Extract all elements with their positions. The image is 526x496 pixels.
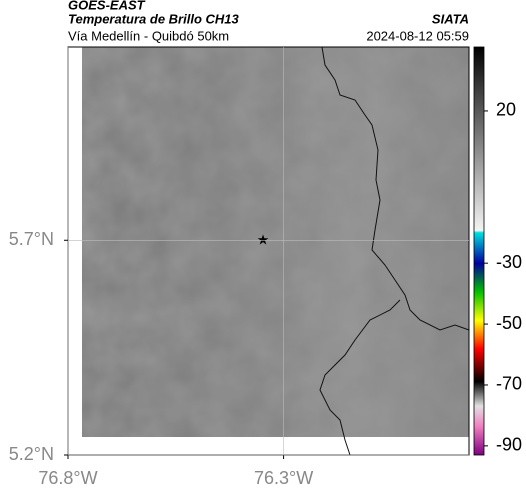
colorbar-label: -50 <box>496 313 522 333</box>
location-marker: ★ <box>257 232 270 248</box>
x-tick-label: 76.3°W <box>254 468 313 488</box>
border <box>319 299 401 456</box>
colorbar-label: -70 <box>496 374 522 394</box>
title: GOES-EAST <box>68 0 146 12</box>
source: SIATA <box>432 11 469 26</box>
route: Vía Medellín - Quibdó 50km <box>68 28 229 43</box>
border <box>321 46 470 331</box>
y-tick-label: 5.2°N <box>9 444 54 464</box>
satellite-image <box>82 47 469 437</box>
colorbar <box>473 46 485 456</box>
subtitle: Temperatura de Brillo CH13 <box>68 11 240 26</box>
y-tick-label: 5.7°N <box>9 229 54 249</box>
x-tick-label: 76.8°W <box>38 468 97 488</box>
colorbar-label: -90 <box>496 435 522 455</box>
timestamp: 2024-08-12 05:59 <box>366 28 469 43</box>
colorbar-label: -30 <box>496 252 522 272</box>
colorbar-label: 20 <box>496 100 516 120</box>
